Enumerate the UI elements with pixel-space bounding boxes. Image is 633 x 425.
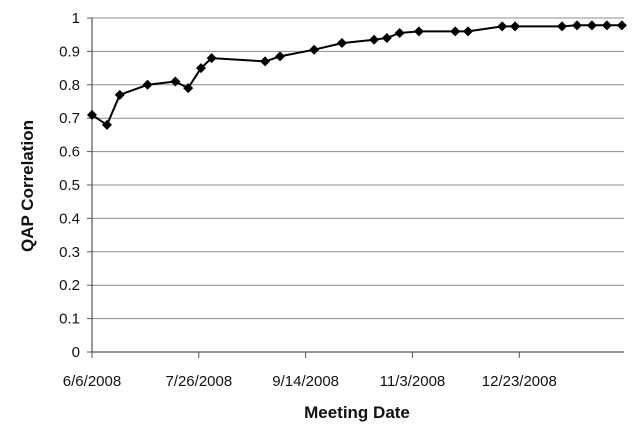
data-point-diamond	[101, 119, 112, 130]
data-point-diamond	[450, 26, 461, 37]
data-point-diamond	[275, 51, 286, 62]
y-axis-title: QAP Correlation	[18, 120, 37, 252]
data-point-diamond	[413, 26, 424, 37]
y-tick-label: 0.5	[59, 177, 80, 194]
y-tick-label: 0.1	[59, 311, 80, 328]
data-point-diamond	[463, 26, 474, 37]
data-point-diamond	[586, 20, 597, 31]
data-point-diamond	[260, 56, 271, 67]
series-line	[91, 24, 622, 126]
y-tick-label: 0	[72, 344, 80, 361]
x-axis-title: Meeting Date	[304, 403, 410, 422]
data-point-diamond	[601, 20, 612, 31]
y-tick-label: 0.6	[59, 144, 80, 161]
axes	[87, 17, 624, 358]
data-point-diamond	[616, 20, 627, 31]
data-point-diamond	[497, 21, 508, 32]
data-point-diamond	[394, 28, 405, 39]
data-point-diamond	[142, 79, 153, 90]
data-point-diamond	[87, 109, 97, 120]
y-tick-labels: 0 0.1 0.2 0.3 0.4 0.5 0.6 0.7 0.8 0.9 1	[59, 10, 80, 361]
data-point-diamond	[206, 53, 217, 64]
y-tick-label: 0.7	[59, 110, 80, 127]
x-tick-label: 12/23/2008	[482, 373, 557, 390]
data-point-diamond	[369, 34, 380, 45]
data-point-diamond	[170, 76, 181, 87]
x-tick-label: 7/26/2008	[165, 373, 232, 390]
x-tick-label: 6/6/2008	[63, 373, 121, 390]
y-tick-label: 0.3	[59, 244, 80, 261]
data-point-diamond	[557, 21, 568, 32]
data-point-diamond	[381, 33, 392, 44]
data-point-diamond	[183, 83, 194, 94]
y-tick-label: 0.4	[59, 210, 80, 227]
y-tick-label: 0.8	[59, 77, 80, 94]
y-tick-label: 0.2	[59, 277, 80, 294]
data-point-diamond	[114, 89, 125, 100]
data-point-diamond	[510, 21, 521, 32]
data-point-diamond	[309, 44, 320, 55]
y-tick-label: 0.9	[59, 43, 80, 60]
x-tick-label: 9/14/2008	[272, 373, 339, 390]
data-point-diamond	[571, 20, 582, 31]
data-point-diamond	[195, 63, 206, 74]
data-point-diamond	[336, 38, 347, 49]
y-tick-label: 1	[72, 10, 80, 27]
data-series	[87, 20, 627, 130]
gridlines	[92, 17, 624, 320]
x-tick-labels: 6/6/2008 7/26/2008 9/14/2008 11/3/2008 12/23…	[63, 373, 557, 390]
x-tick-label: 11/3/2008	[380, 373, 446, 390]
